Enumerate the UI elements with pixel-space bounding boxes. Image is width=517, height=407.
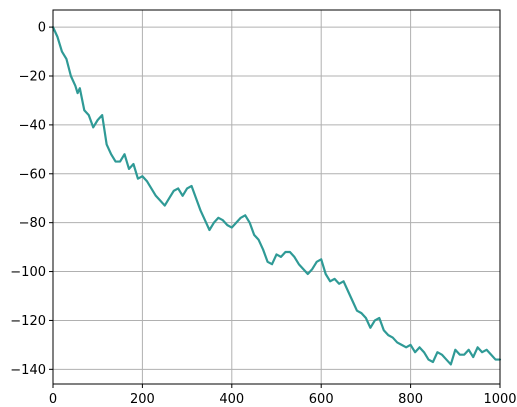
- x-tick-label: 400: [219, 392, 244, 407]
- series-line: [51, 26, 502, 366]
- x-tick-label: 1000: [483, 392, 516, 407]
- y-tick-label: −120: [10, 314, 46, 329]
- y-axis-ticks: 0 −20 −40 −60 −80 −100 −120 −140: [10, 21, 53, 378]
- y-tick-label: 0: [38, 21, 46, 36]
- y-tick-label: −80: [19, 216, 46, 231]
- x-tick-label: 800: [398, 392, 423, 407]
- grid: [52, 10, 501, 384]
- x-tick-label: 600: [309, 392, 334, 407]
- y-tick-label: −140: [10, 363, 46, 378]
- x-axis-ticks: 0 200 400 600 800 1000: [49, 384, 517, 407]
- x-tick-label: 200: [130, 392, 155, 407]
- y-tick-label: −100: [10, 265, 46, 280]
- y-tick-label: −40: [19, 118, 46, 133]
- y-tick-label: −60: [19, 167, 46, 182]
- series-layer: [51, 26, 502, 366]
- x-tick-label: 0: [49, 392, 57, 407]
- y-tick-label: −20: [19, 70, 46, 85]
- plot-frame: [52, 9, 501, 385]
